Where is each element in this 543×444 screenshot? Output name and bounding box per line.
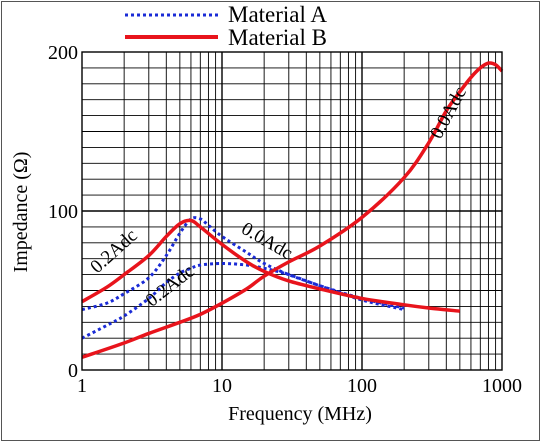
x-tick-label: 100 xyxy=(347,375,377,397)
curve-annotation-label: 0.0Adc xyxy=(238,218,296,264)
x-tick-label: 1000 xyxy=(482,375,522,397)
legend-label-material-a: Material A xyxy=(228,2,327,27)
x-tick-label: 10 xyxy=(212,375,232,397)
legend: Material A Material B xyxy=(125,2,327,50)
x-axis-label: Frequency (MHz) xyxy=(228,403,372,425)
plot-grid xyxy=(82,52,502,370)
plot-area-border xyxy=(81,51,503,371)
tick-labels: 1 10 100 1000 0 100 200 xyxy=(48,42,522,397)
y-axis-label: Impedance (Ω) xyxy=(10,152,32,273)
y-tick-label: 100 xyxy=(48,201,78,223)
plot-series xyxy=(81,61,504,359)
curve-annotation-label: 0.0Adc xyxy=(426,84,471,143)
legend-label-material-b: Material B xyxy=(228,25,327,50)
series-line-material-b-00adc xyxy=(81,61,504,359)
series-line-material-b-02adc xyxy=(81,218,461,313)
series-line-material-a-00adc xyxy=(81,216,405,312)
y-tick-label: 200 xyxy=(48,42,78,64)
curve-annotation-label: 0.2Adc xyxy=(142,261,199,312)
y-tick-label: 0 xyxy=(68,360,78,382)
x-tick-label: 1 xyxy=(77,375,87,397)
